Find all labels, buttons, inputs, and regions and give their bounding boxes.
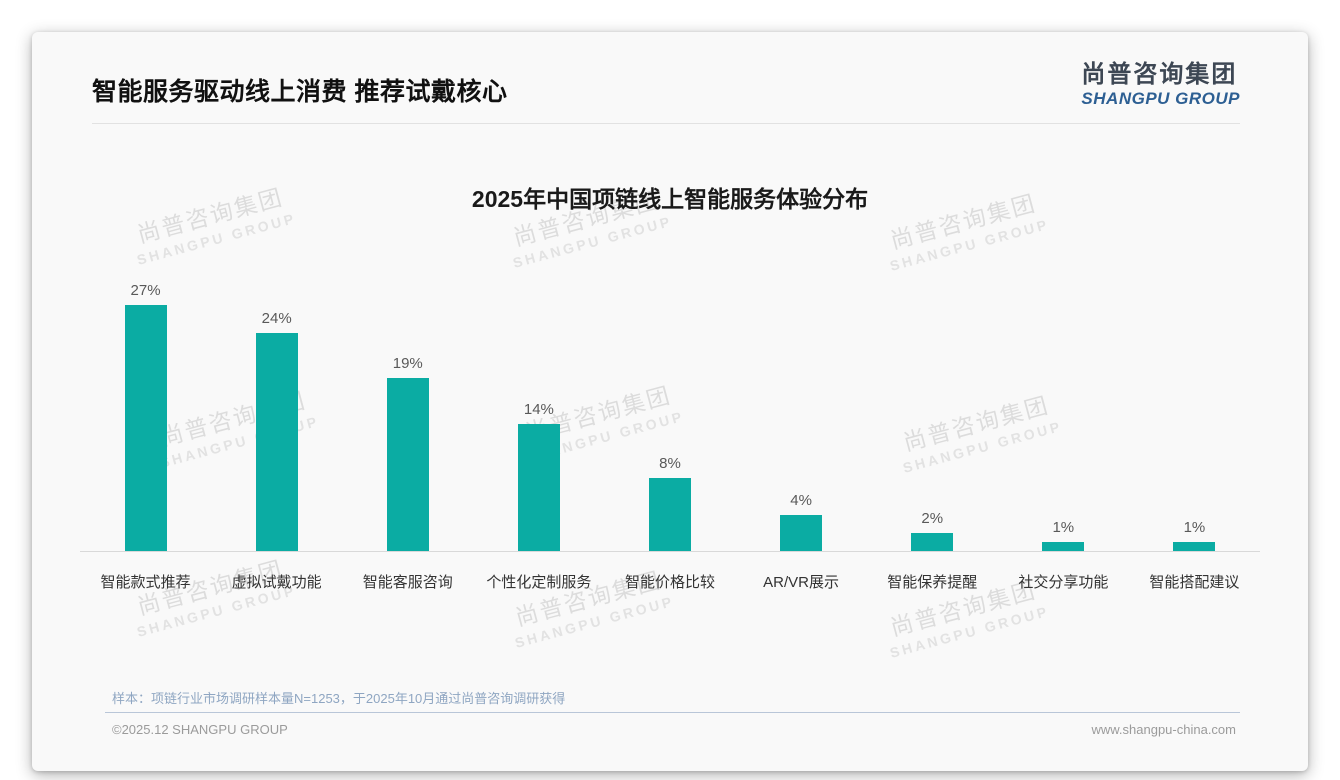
bar-value-label: 2% — [921, 509, 944, 527]
bar — [517, 423, 560, 551]
category-label: 智能价格比较 — [624, 574, 715, 591]
bar-value-label: 19% — [392, 355, 423, 373]
bar-value-label: 14% — [523, 400, 554, 418]
bar-value-label: 24% — [261, 309, 292, 327]
bar-value-label: 1% — [1052, 518, 1075, 536]
header-divider — [92, 123, 1240, 124]
category-label: 智能保养提醒 — [887, 574, 978, 591]
bars-row: 27% 24% 19% 14% 8% 4% 2% 1% 1% — [80, 271, 1260, 552]
bar-column: 4% — [736, 492, 867, 551]
bar-column: 24% — [211, 310, 342, 551]
bar-column: 19% — [342, 355, 473, 551]
bar-value-label: 4% — [790, 491, 812, 509]
bar-value-label: 1% — [1183, 518, 1206, 536]
bar-value-label: 8% — [659, 455, 681, 473]
bar-column: 14% — [473, 401, 604, 551]
chart-title: 2025年中国项链线上智能服务体验分布 — [471, 186, 869, 212]
report-slide: 尚普咨询集团 SHANGPU GROUP 尚普咨询集团 SHANGPU GROUP 尚普… — [32, 32, 1308, 771]
bar-value-label: 27% — [130, 282, 161, 300]
bar — [1173, 541, 1216, 551]
page-title: 智能服务驱动线上消费 推荐试戴核心 — [92, 78, 508, 106]
sample-note: 样本：项链行业市场调研样本量N=1253，于2025年10月通过尚普咨询调研获得 — [112, 691, 566, 706]
category-label: 社交分享功能 — [1018, 574, 1109, 591]
bar-column: 8% — [604, 455, 735, 551]
bar-column: 27% — [80, 282, 211, 551]
bar — [1042, 541, 1085, 551]
category-label: 智能搭配建议 — [1149, 574, 1240, 591]
bar — [124, 305, 167, 551]
logo-chinese-text: 尚普咨询集团 — [1081, 61, 1238, 88]
bar-column: 2% — [867, 510, 998, 551]
category-label: 智能款式推荐 — [100, 574, 191, 591]
bar — [386, 378, 429, 551]
labels-row: 智能款式推荐 虚拟试戴功能 智能客服咨询 个性化定制服务 智能价格比较 AR/VR展示 智能… — [80, 552, 1260, 592]
category-label: AR/VR展示 — [763, 574, 840, 591]
category-label: 个性化定制服务 — [486, 574, 592, 591]
footer-divider — [105, 712, 1240, 713]
category-label: 智能客服咨询 — [362, 574, 453, 591]
website-text: www.shangpu-china.com — [1091, 722, 1236, 737]
bar-chart: 27% 24% 19% 14% 8% 4% 2% 1% 1% 智能款式推荐 虚拟试戴功能 智能客服咨… — [80, 271, 1260, 592]
category-label: 虚拟试戴功能 — [231, 574, 322, 591]
copyright-text: ©2025.12 SHANGPU GROUP — [112, 722, 288, 737]
bar — [255, 332, 298, 551]
bar-column: 1% — [1129, 519, 1260, 551]
bar — [911, 532, 954, 551]
bar-column: 1% — [998, 519, 1129, 551]
company-logo: 尚普咨询集团 SHANGPU GROUP — [1081, 54, 1240, 109]
bar — [648, 478, 691, 551]
bar — [780, 514, 823, 551]
logo-english-text: SHANGPU GROUP — [1081, 89, 1240, 108]
